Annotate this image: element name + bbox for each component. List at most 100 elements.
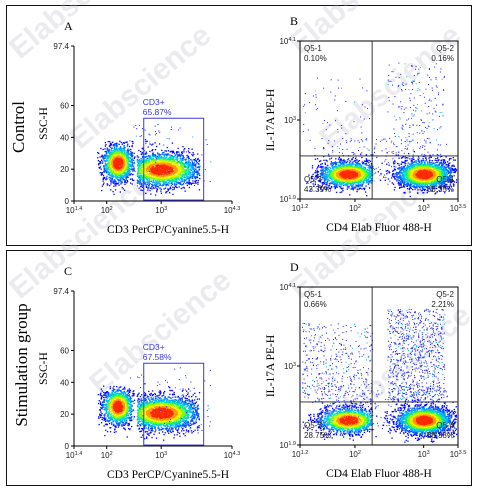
- event-dot: [187, 167, 189, 168]
- event-dot: [167, 188, 169, 190]
- event-dot: [327, 178, 329, 180]
- event-dot: [193, 182, 195, 184]
- event-dot: [120, 169, 122, 171]
- event-dot: [304, 112, 306, 114]
- event-dot: [187, 158, 190, 160]
- event-dot: [392, 158, 394, 160]
- event-dot: [192, 159, 194, 161]
- event-dot: [407, 147, 408, 149]
- event-dot: [106, 167, 108, 169]
- event-dot: [419, 132, 421, 134]
- event-dot: [190, 159, 192, 161]
- event-dot: [123, 176, 125, 178]
- event-dot: [117, 157, 119, 159]
- event-dot: [137, 185, 139, 187]
- event-dot: [112, 180, 115, 182]
- event-dot: [110, 177, 112, 179]
- event-dot: [363, 166, 366, 169]
- event-dot: [419, 89, 421, 91]
- event-dot: [115, 153, 117, 155]
- event-dot: [170, 129, 172, 130]
- event-dot: [326, 182, 328, 184]
- event-dot: [346, 148, 348, 150]
- event-dot: [325, 181, 327, 184]
- event-dot: [426, 113, 428, 115]
- event-dot: [128, 171, 130, 173]
- event-dot: [109, 168, 112, 170]
- event-dot: [124, 189, 126, 191]
- event-dot: [404, 180, 406, 182]
- event-dot: [192, 171, 194, 173]
- panel-letter: B: [290, 14, 298, 28]
- event-dot: [105, 159, 108, 161]
- event-dot: [439, 156, 441, 158]
- event-dot: [107, 184, 109, 186]
- event-dot: [193, 159, 195, 161]
- event-dot: [171, 150, 173, 153]
- event-dot: [401, 106, 403, 107]
- event-dot: [439, 127, 441, 129]
- event-dot: [191, 148, 193, 150]
- event-dot: [334, 99, 336, 101]
- event-dot: [181, 155, 183, 157]
- event-dot: [320, 163, 322, 165]
- event-dot: [120, 158, 123, 161]
- event-dot: [187, 156, 190, 158]
- event-dot: [104, 161, 106, 163]
- event-dot: [429, 142, 431, 144]
- event-dot: [176, 159, 178, 161]
- event-dot: [340, 185, 342, 188]
- event-dot: [123, 145, 125, 147]
- event-dot: [123, 160, 125, 163]
- event-dot: [108, 162, 110, 164]
- event-dot: [131, 144, 133, 147]
- event-dot: [409, 99, 411, 101]
- event-dot: [428, 106, 430, 108]
- event-dot: [412, 115, 414, 117]
- event-dot: [153, 184, 156, 186]
- event-dot: [186, 184, 188, 186]
- event-dot: [354, 101, 356, 103]
- event-dot: [439, 71, 441, 73]
- event-dot: [132, 142, 134, 145]
- event-dot: [322, 123, 324, 125]
- event-dot: [177, 181, 179, 183]
- event-dot: [422, 93, 424, 94]
- event-dot: [115, 168, 117, 171]
- event-dot: [124, 154, 126, 157]
- event-dot: [324, 170, 326, 173]
- event-dot: [186, 165, 189, 167]
- event-dot: [140, 153, 142, 156]
- event-dot: [112, 179, 114, 181]
- event-dot: [123, 155, 125, 157]
- event-dot: [354, 153, 356, 155]
- event-dot: [345, 100, 347, 102]
- event-dot: [195, 182, 197, 184]
- event-dot: [131, 161, 133, 163]
- event-dot: [104, 167, 107, 169]
- event-dot: [125, 163, 127, 165]
- event-dot: [126, 155, 128, 158]
- event-dot: [125, 156, 128, 159]
- event-dot: [154, 194, 157, 196]
- event-dot: [131, 168, 133, 170]
- event-dot: [119, 171, 121, 173]
- event-dot: [145, 192, 147, 194]
- event-dot: [415, 110, 417, 112]
- event-dot: [339, 159, 342, 161]
- event-dot: [388, 80, 390, 82]
- event-dot: [379, 169, 381, 170]
- event-dot: [118, 164, 120, 166]
- event-dot: [315, 94, 317, 96]
- event-dot: [102, 177, 104, 180]
- event-dot: [352, 151, 354, 153]
- event-dot: [398, 77, 400, 79]
- event-dot: [116, 172, 118, 174]
- event-dot: [184, 179, 186, 181]
- event-dot: [120, 153, 122, 155]
- event-dot: [116, 175, 119, 177]
- event-dot: [118, 148, 121, 150]
- event-dot: [163, 155, 165, 157]
- event-dot: [115, 166, 117, 169]
- x-tick-label: 104.3: [224, 206, 241, 215]
